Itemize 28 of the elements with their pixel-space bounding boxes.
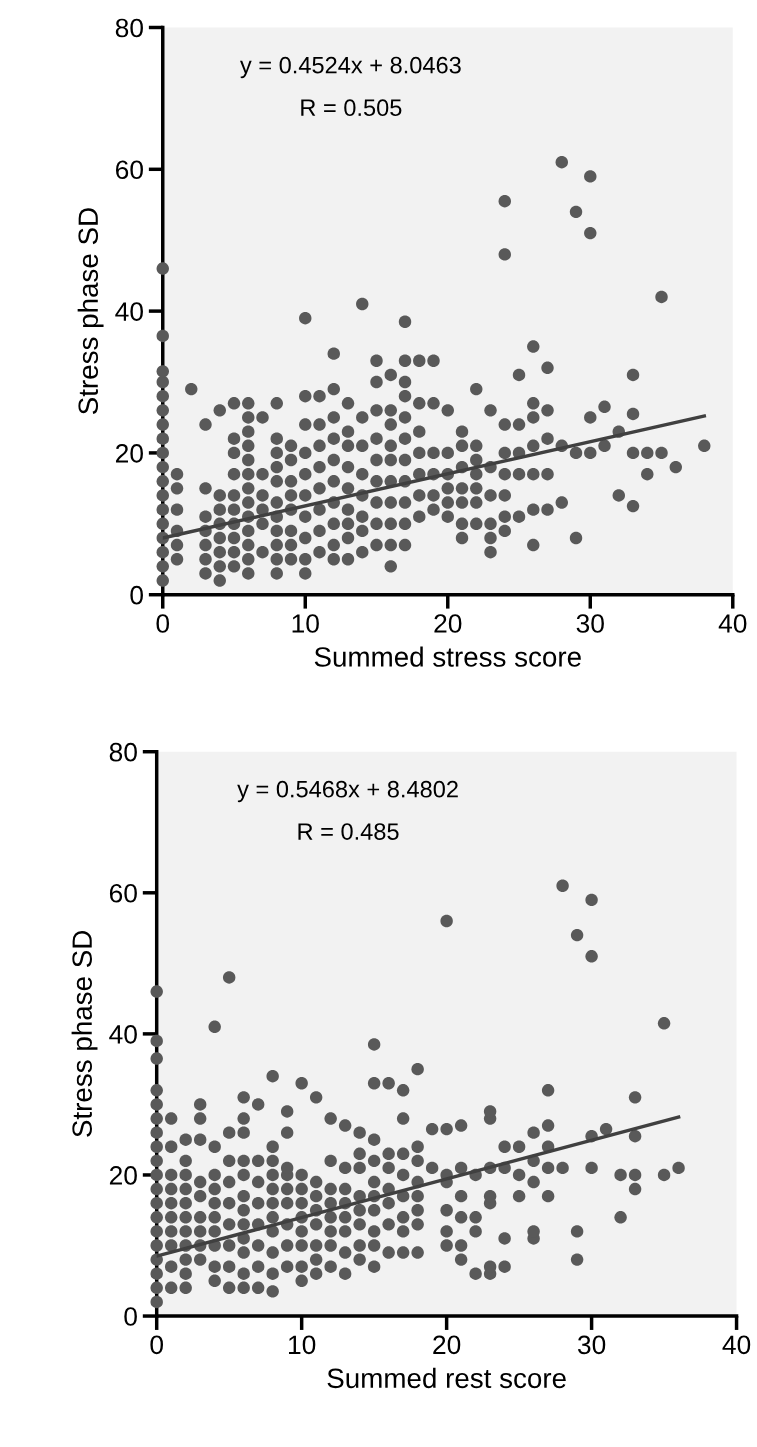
x-tick-label: 10 xyxy=(292,614,319,633)
annotation: y = 0.5468x + 8.4802 xyxy=(237,780,458,803)
annotation: R = 0.505 xyxy=(301,99,402,117)
x-tick-label: 20 xyxy=(433,1335,461,1355)
y-tick-label: 80 xyxy=(115,18,143,38)
x-tick-label: 30 xyxy=(576,614,604,633)
x-tick-label: 40 xyxy=(722,1335,751,1355)
y-tick-label: 40 xyxy=(109,1025,137,1044)
x-tick-label: 0 xyxy=(156,614,170,633)
annotation: y = 0.4524x + 8.0463 xyxy=(240,56,461,79)
y-axis-title: Stress phase SD xyxy=(77,208,104,415)
x-axis-title: Summed rest score xyxy=(327,1367,566,1389)
x-tick-label: 30 xyxy=(577,1335,606,1355)
y-tick-label: 20 xyxy=(115,444,143,463)
x-tick-label: 0 xyxy=(150,1335,164,1355)
y-tick-label: 40 xyxy=(115,302,143,321)
y-tick-label: 20 xyxy=(109,1166,137,1185)
y-axis-title: Stress phase SD xyxy=(71,930,98,1137)
x-axis-title: Summed stress score xyxy=(314,646,581,667)
x-tick-label: 10 xyxy=(289,1335,316,1355)
x-tick-label: 40 xyxy=(718,614,747,633)
y-tick-label: 60 xyxy=(109,883,137,903)
y-tick-label: 80 xyxy=(109,742,137,762)
y-tick-label: 0 xyxy=(124,1307,137,1326)
y-tick-label: 60 xyxy=(116,160,143,180)
x-tick-label: 20 xyxy=(434,614,462,633)
annotation: R = 0.485 xyxy=(298,823,399,840)
y-tick-label: 0 xyxy=(130,585,143,605)
